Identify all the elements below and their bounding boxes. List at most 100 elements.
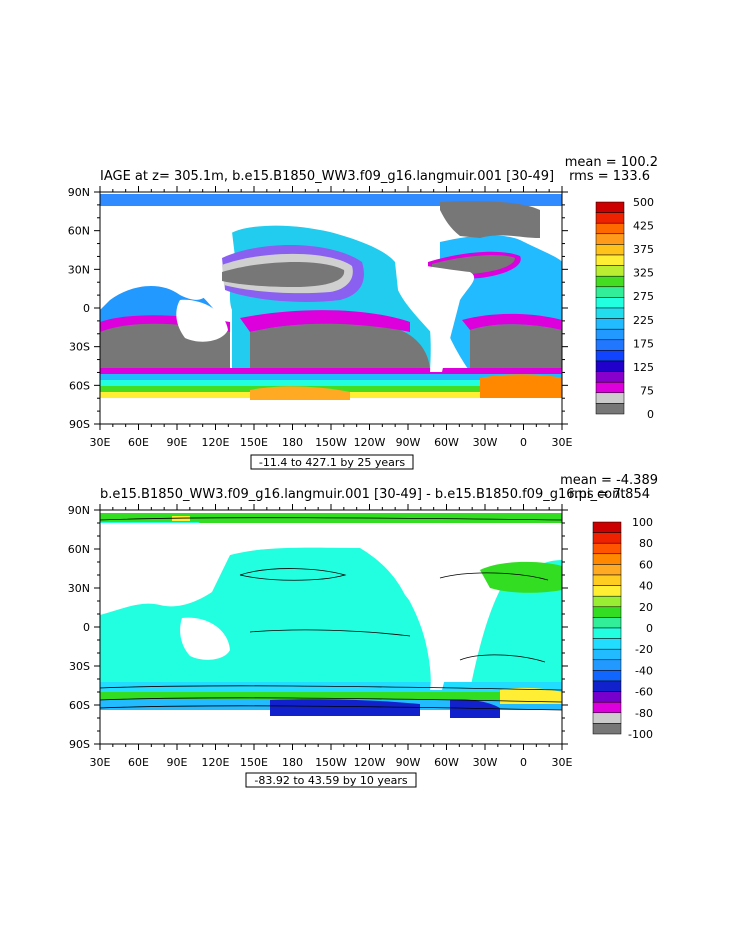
x-tick-label: 90E (167, 436, 188, 449)
y-tick-label: 30N (68, 582, 90, 595)
colorbar-swatch (592, 542, 622, 555)
panel-2-map (100, 510, 562, 744)
land-australia-2 (180, 617, 230, 660)
colorbar-swatch (595, 222, 625, 235)
colorbar-swatch (592, 595, 622, 608)
colorbar-label: 425 (633, 220, 654, 233)
southern-band-cyan (100, 380, 562, 386)
colorbar-swatch (595, 201, 625, 213)
panel-2-title: b.e15.B1850_WW3.f09_g16.langmuir.001 [30… (100, 487, 625, 502)
colorbar-swatch (592, 648, 622, 661)
y-tick-label: 90S (69, 738, 90, 751)
colorbar-swatch (595, 350, 625, 362)
x-tick-label: 0 (520, 756, 527, 769)
colorbar-label: 125 (633, 361, 654, 374)
colorbar-label: 20 (639, 601, 653, 614)
y-tick-label: 30N (68, 263, 90, 276)
colorbar-label: 275 (633, 290, 654, 303)
colorbar-label: 40 (639, 580, 653, 593)
panel-1-x-axis: 30E 60E 90E 120E 150E 180 150W 120W 90W 60W 30W 0 30… (90, 186, 573, 449)
colorbar-swatch (595, 318, 625, 330)
x-tick-label: 120W (354, 436, 386, 449)
panel-1-y-axis: 90N 60N 30N 0 30S 60S 90S (68, 186, 568, 431)
colorbar-swatch (595, 403, 625, 415)
colorbar-swatch (595, 381, 625, 394)
panel-1-map (100, 192, 562, 424)
colorbar-swatch (595, 233, 625, 245)
colorbar-swatch (592, 723, 622, 735)
colorbar-swatch (592, 585, 622, 597)
panel-1-mean: mean = 100.2 (565, 155, 658, 170)
colorbar-label: -20 (635, 643, 653, 656)
colorbar-label: 325 (633, 267, 654, 280)
colorbar-label: 225 (633, 314, 654, 327)
colorbar-swatch (595, 297, 625, 309)
x-tick-label: 150W (315, 436, 347, 449)
colorbar-swatch (592, 627, 622, 639)
x-tick-label: 30E (90, 436, 111, 449)
colorbar-swatch (595, 392, 625, 404)
panel-1-colorbar: 500 425 375 325 275 225 175 125 75 0 (595, 196, 654, 421)
colorbar-swatch (595, 212, 625, 224)
panel-2-colorbar: 100 80 60 40 20 0 -20 -40 -60 -80 -100 (592, 516, 653, 741)
colorbar-label: 175 (633, 337, 654, 350)
contour-lines (100, 517, 562, 711)
panel-1: mean = 100.2 rms = 133.6 IAGE at z= 305.… (68, 155, 658, 470)
south-atlantic-core (470, 324, 562, 372)
colorbar-label: 80 (639, 537, 653, 550)
colorbar-swatch (595, 254, 625, 266)
colorbar-label: 500 (633, 196, 654, 209)
panel-1-contour-box (250, 454, 414, 470)
weddell-diff-yellow (500, 687, 562, 704)
colorbar-swatch (595, 328, 625, 341)
x-tick-label: 60E (128, 436, 149, 449)
panel-1-title: IAGE at z= 305.1m, b.e15.B1850_WW3.f09_g… (100, 169, 554, 184)
colorbar-swatch (592, 691, 622, 703)
land-north (100, 206, 562, 300)
x-tick-label: 120W (354, 756, 386, 769)
colorbar-label: -40 (635, 664, 653, 677)
x-tick-label: 60W (434, 756, 459, 769)
colorbar-swatch (592, 606, 622, 618)
panel-2-contour-info: -83.92 to 43.59 by 10 years (254, 774, 408, 787)
southern-band-magenta (100, 368, 562, 374)
land-antarctica-2 (100, 718, 562, 744)
x-tick-label: 150E (240, 756, 268, 769)
x-tick-label: 30W (473, 436, 498, 449)
panel-1-contour-info: -11.4 to 427.1 by 25 years (259, 456, 406, 469)
colorbar-label: -80 (635, 707, 653, 720)
colorbar-swatch (592, 574, 622, 586)
colorbar-swatch (592, 701, 622, 714)
y-tick-label: 30S (69, 660, 90, 673)
colorbar-label: -60 (635, 686, 653, 699)
colorbar-swatch (595, 265, 625, 277)
colorbar-label: 0 (646, 622, 653, 635)
x-tick-label: 60W (434, 436, 459, 449)
x-tick-label: 180 (282, 756, 303, 769)
y-tick-label: 60S (69, 699, 90, 712)
north-pacific-core (222, 261, 345, 287)
colorbar-swatch (592, 521, 622, 533)
colorbar-swatch (592, 670, 622, 682)
colorbar-label: -100 (628, 728, 653, 741)
panel-2-mean: mean = -4.389 (560, 473, 658, 488)
y-tick-label: 60S (69, 379, 90, 392)
colorbar-swatch (592, 659, 622, 671)
x-tick-label: 30W (473, 756, 498, 769)
y-tick-label: 60N (68, 225, 90, 238)
x-tick-label: 120E (202, 436, 230, 449)
colorbar-swatch (595, 244, 625, 256)
colorbar-swatch (592, 617, 622, 629)
y-tick-label: 0 (83, 621, 90, 634)
x-tick-label: 90W (396, 436, 421, 449)
colorbar-swatch (592, 712, 622, 724)
x-tick-label: 150E (240, 436, 268, 449)
x-tick-label: 90E (167, 756, 188, 769)
land-antarctica (100, 400, 562, 424)
colorbar-label: 0 (647, 408, 654, 421)
colorbar-swatch (595, 275, 625, 288)
y-tick-label: 0 (83, 302, 90, 315)
southern-band-blue (100, 374, 562, 380)
panel-2: mean = -4.389 rms = 7.854 b.e15.B1850_WW… (68, 473, 658, 788)
